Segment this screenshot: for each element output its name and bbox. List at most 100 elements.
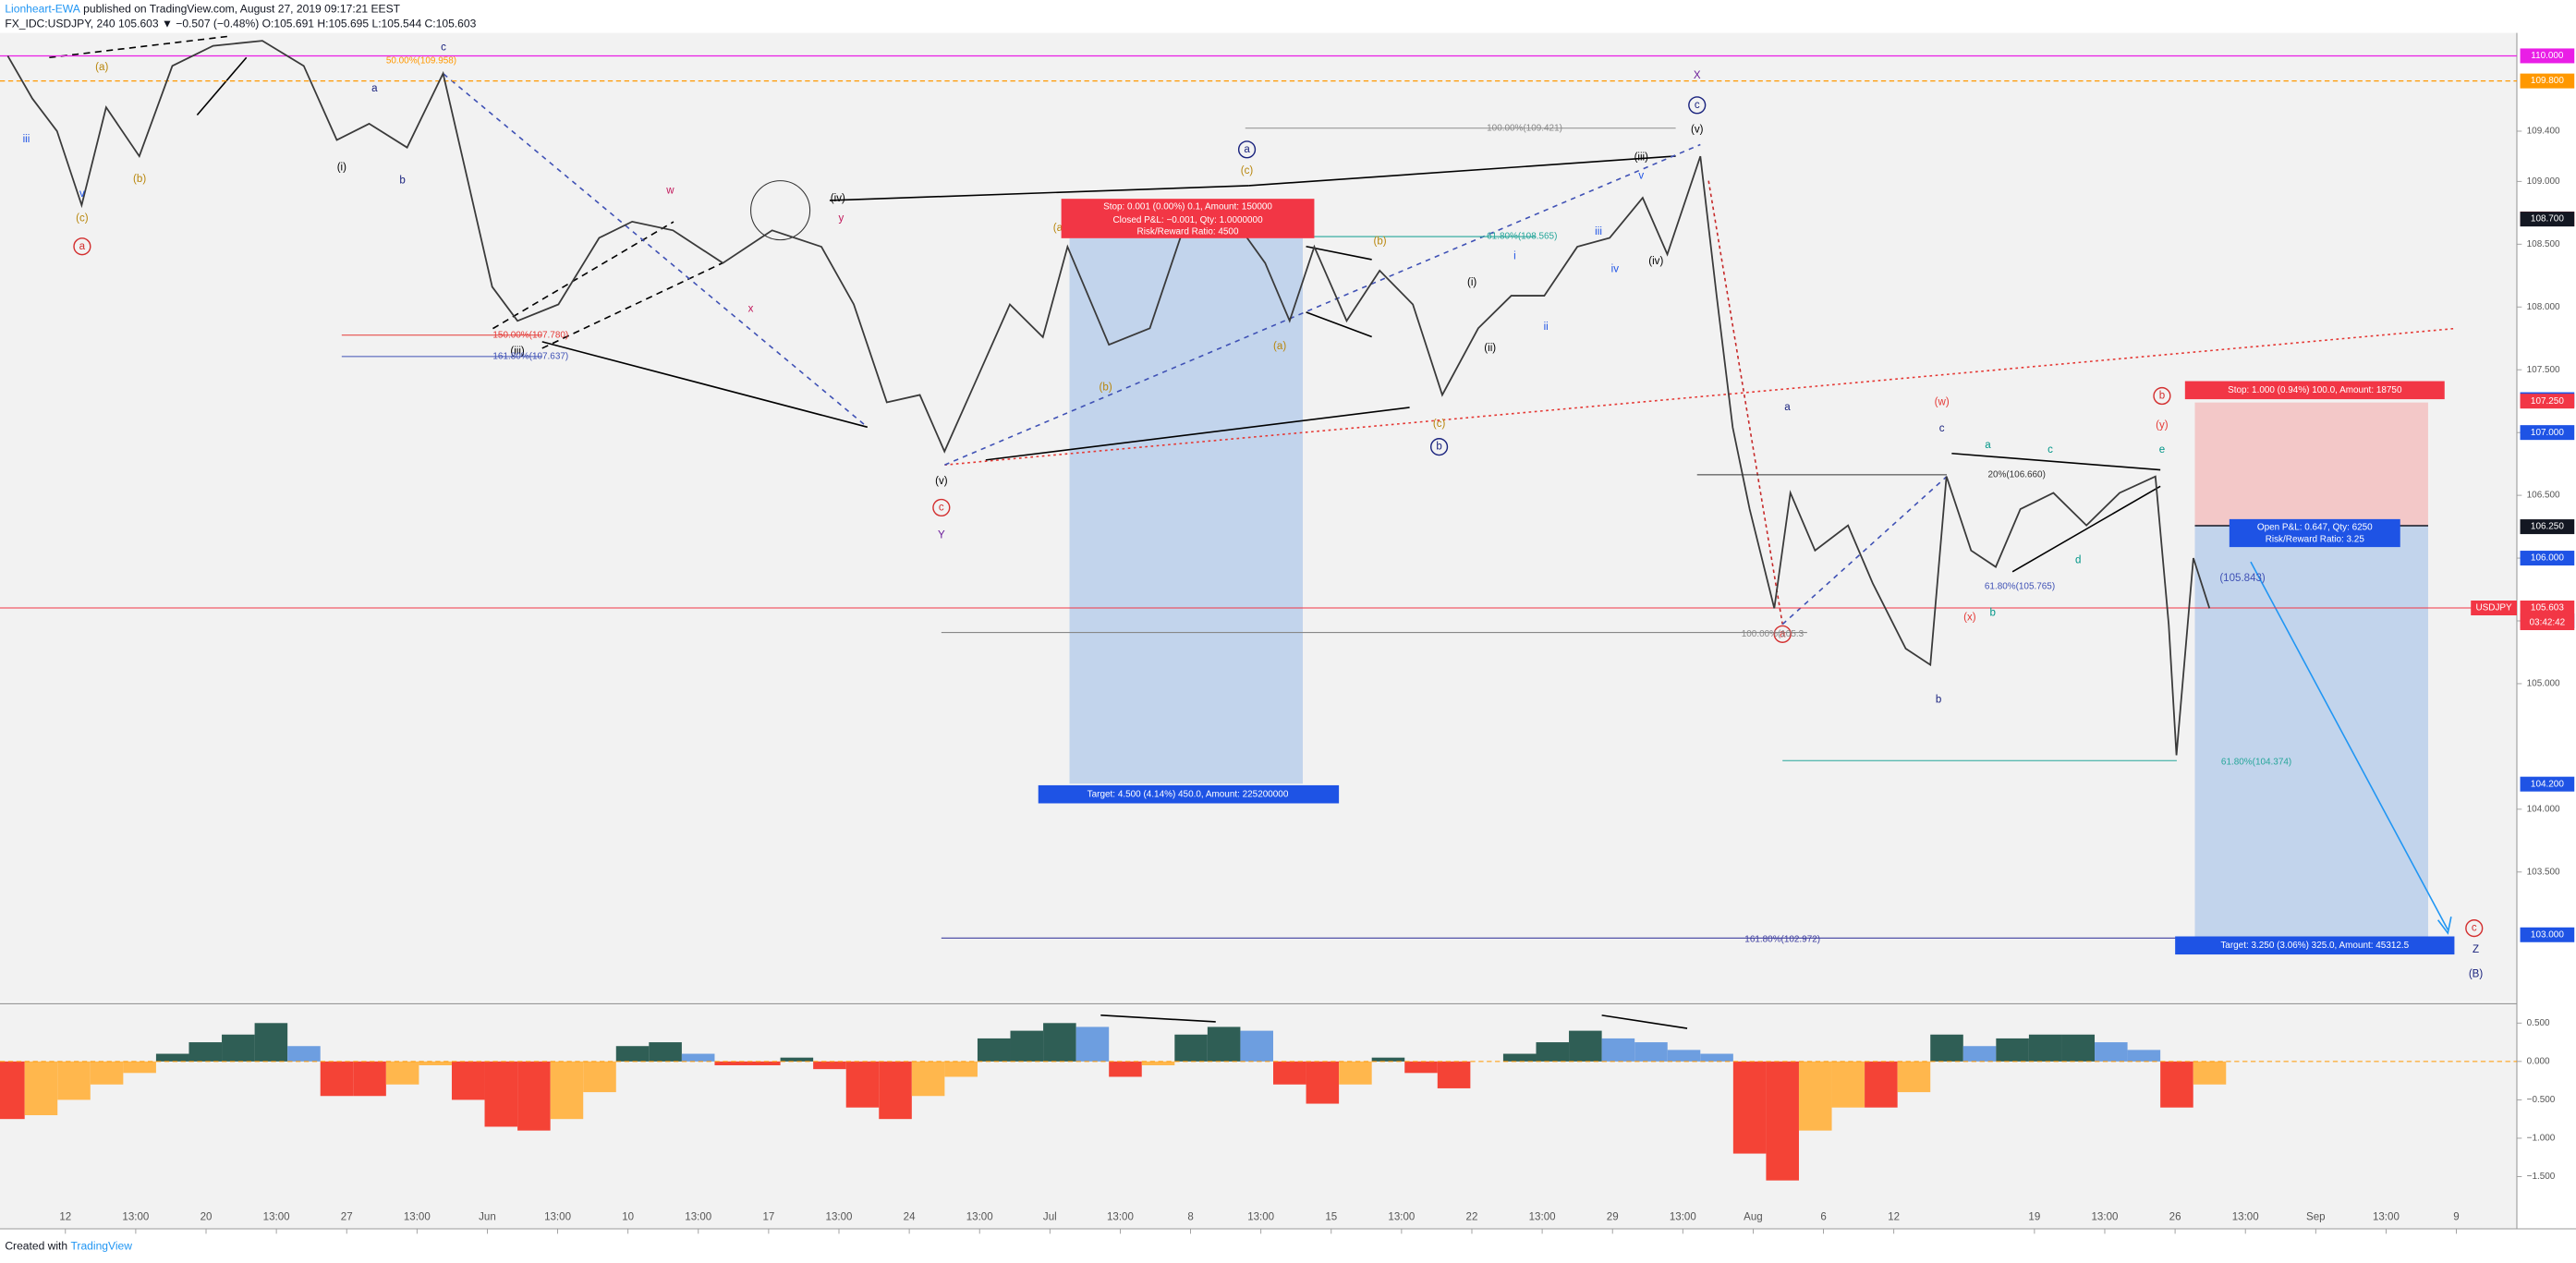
wave-label: 100.00%(105.3: [1742, 629, 1804, 639]
trendline: [49, 35, 231, 59]
price-label-box: [2520, 212, 2575, 227]
wave-label: ii: [1544, 322, 1549, 333]
oscillator-bar: [419, 1061, 452, 1066]
oscillator-bar: [24, 1061, 58, 1116]
oscillator-bar: [1043, 1023, 1076, 1062]
oscillator-bar: [2127, 1050, 2161, 1062]
wave-label: Y: [938, 530, 945, 541]
oscillator-bar: [1437, 1061, 1471, 1088]
divergence-line: [1100, 1014, 1216, 1023]
oscillator-bar: [353, 1061, 386, 1097]
target-zone: [1069, 237, 1304, 784]
wave-label: c: [1695, 100, 1700, 111]
oscillator-bar: [484, 1061, 518, 1127]
x-tick-label: 13:00: [1247, 1212, 1274, 1223]
oscillator-bar: [1766, 1061, 1799, 1181]
annotations: iiiv(c)a(a)(b)a(i)bc50.00%(109.958)wyx(i…: [23, 43, 2484, 980]
target-box: [1038, 784, 1340, 804]
symbol[interactable]: FX_IDC:USDJPY, 240: [5, 18, 115, 30]
oscillator-bar: [1536, 1042, 1570, 1062]
x-tick-label: 22: [1466, 1212, 1478, 1223]
x-tick-label: 13:00: [2092, 1212, 2119, 1223]
pnl-label: Closed P&L: −0.001, Qty: 1.0000000: [1112, 215, 1263, 225]
wave-label: (a): [1053, 223, 1066, 234]
projection-arrow: [2250, 561, 2449, 930]
wave-label: a: [1244, 144, 1250, 155]
wave-label: 61.80%(108.565): [1487, 232, 1557, 242]
target-label: Target: 4.500 (4.14%) 450.0, Amount: 225…: [1088, 789, 1289, 799]
wave-label: iii: [1595, 226, 1602, 237]
oscillator-bar: [845, 1061, 880, 1108]
arrow-head: [2437, 917, 2452, 935]
x-tick-label: 19: [2028, 1212, 2040, 1223]
wave-label: c: [939, 502, 944, 513]
oscillator-bar: [123, 1061, 156, 1074]
price-label: 109.800: [2531, 76, 2564, 86]
wave-circle: [2465, 919, 2484, 938]
footer-brand[interactable]: TradingView: [71, 1240, 133, 1253]
wave-label: (x): [1963, 613, 1976, 624]
oscillator-bar: [2193, 1061, 2227, 1085]
oscillator-bar: [2095, 1042, 2128, 1062]
x-tick-label: 8: [1187, 1212, 1193, 1223]
x-tick-label: 13:00: [2373, 1212, 2400, 1223]
oscillator-bar: [287, 1046, 321, 1062]
y-tick-label: 106.500: [2527, 491, 2560, 501]
x-tick-label: 13:00: [2232, 1212, 2259, 1223]
oscillator-bar: [1174, 1034, 1208, 1062]
wave-label: (B): [2469, 968, 2484, 979]
x-tick-label: 13:00: [1388, 1212, 1415, 1223]
oscillator-bar: [879, 1061, 912, 1120]
oscillator-bar: [90, 1061, 124, 1085]
stop-box: [2184, 381, 2445, 400]
oscillator-bar: [2028, 1034, 2062, 1062]
oscillator-bar: [451, 1061, 485, 1100]
y-tick-label: 103.500: [2527, 867, 2560, 877]
oscillator-bar: [681, 1053, 715, 1062]
publisher[interactable]: Lionheart-EWA: [5, 3, 80, 16]
wave-circle: [2153, 386, 2171, 406]
oscillator-bar: [714, 1061, 748, 1066]
wave-label: (iii): [510, 346, 525, 358]
wave-label: (105.843): [2219, 573, 2266, 584]
wave-label: d: [2075, 554, 2081, 565]
price-label: 104.200: [2531, 779, 2564, 789]
y-tick-label: 0.000: [2527, 1056, 2550, 1066]
y-tick-label: 105.000: [2527, 679, 2560, 689]
oscillator-bar: [1962, 1046, 1997, 1062]
oscillator-bar: [911, 1061, 945, 1097]
x-tick-label: 27: [341, 1212, 353, 1223]
wave-circle: [932, 498, 951, 517]
wave-label: 150.00%(107.780): [492, 330, 568, 340]
oscillator-bar: [1897, 1061, 1931, 1093]
oscillator-bar: [944, 1061, 978, 1077]
oscillator-bar: [320, 1061, 354, 1097]
x-tick-label: 12: [59, 1212, 71, 1223]
wave-label: y: [838, 213, 844, 225]
wave-label: (i): [337, 162, 346, 173]
highlight-circle: [750, 180, 811, 241]
target-zone: [2194, 525, 2428, 937]
last-price-box: [2520, 601, 2575, 631]
wave-label: c: [1939, 423, 1945, 434]
trendline: [541, 261, 723, 349]
wave-circle: [1429, 438, 1449, 456]
wave-label: a: [1780, 628, 1786, 639]
oscillator-bar: [813, 1061, 846, 1070]
symbol-box: [2471, 601, 2517, 616]
oscillator-bar: [1207, 1026, 1241, 1062]
x-tick-label: 29: [1607, 1212, 1619, 1223]
wave-label: 61.80%(105.765): [1985, 581, 2055, 591]
price-label: 110.000: [2531, 51, 2564, 61]
price-label-box: [2520, 425, 2575, 441]
stop-zone: [2194, 402, 2428, 526]
wave-label: (iv): [1648, 256, 1663, 267]
oscillator-bar: [1109, 1061, 1142, 1077]
symbol-label: USDJPY: [2475, 603, 2512, 613]
quote: 105.603 ▼ −0.507 (−0.48%) O:105.691 H:10…: [118, 18, 477, 30]
stop-label: Stop: 1.000 (0.94%) 100.0, Amount: 18750: [2228, 385, 2402, 395]
wave-label: iv: [1611, 264, 1620, 275]
trendline: [829, 185, 1249, 201]
wave-label: (c): [1433, 419, 1446, 430]
x-tick-label: Jul: [1043, 1212, 1057, 1223]
